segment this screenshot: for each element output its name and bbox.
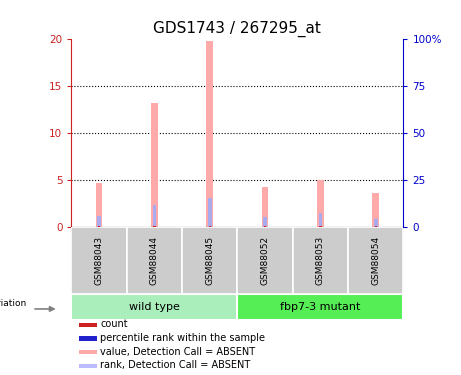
Bar	[374, 226, 377, 227]
Bar	[79, 350, 97, 354]
Text: GSM88054: GSM88054	[371, 236, 380, 285]
Text: GSM88052: GSM88052	[260, 236, 270, 285]
Bar	[262, 187, 268, 227]
Bar	[317, 180, 324, 227]
Text: genotype/variation: genotype/variation	[0, 298, 27, 307]
Bar	[71, 227, 127, 294]
Bar	[79, 323, 97, 327]
Bar	[207, 41, 213, 227]
Bar	[237, 227, 293, 294]
Text: percentile rank within the sample: percentile rank within the sample	[100, 333, 265, 343]
Bar	[263, 217, 267, 227]
Text: GSM88043: GSM88043	[95, 236, 104, 285]
Text: fbp7-3 mutant: fbp7-3 mutant	[280, 302, 361, 312]
Text: value, Detection Call = ABSENT: value, Detection Call = ABSENT	[100, 346, 255, 357]
Bar	[208, 226, 211, 227]
Bar	[79, 364, 97, 368]
Bar	[374, 219, 378, 227]
Bar	[372, 193, 379, 227]
Bar	[208, 198, 212, 227]
Bar	[319, 226, 322, 227]
Text: GSM88045: GSM88045	[205, 236, 214, 285]
Bar	[127, 227, 182, 294]
Bar	[153, 226, 156, 227]
Bar	[96, 183, 102, 227]
Text: GSM88044: GSM88044	[150, 236, 159, 285]
Bar	[348, 227, 403, 294]
Bar	[319, 213, 322, 227]
Text: count: count	[100, 320, 128, 329]
Bar	[293, 227, 348, 294]
Title: GDS1743 / 267295_at: GDS1743 / 267295_at	[154, 20, 321, 37]
Bar	[97, 216, 101, 227]
Bar	[151, 103, 158, 227]
Text: GSM88053: GSM88053	[316, 236, 325, 285]
Bar	[264, 226, 266, 227]
Bar	[71, 294, 237, 320]
Bar	[98, 226, 100, 227]
Bar	[237, 294, 403, 320]
Bar	[153, 206, 156, 227]
Text: rank, Detection Call = ABSENT: rank, Detection Call = ABSENT	[100, 360, 250, 370]
Text: wild type: wild type	[129, 302, 180, 312]
Bar	[79, 336, 97, 341]
Bar	[182, 227, 237, 294]
